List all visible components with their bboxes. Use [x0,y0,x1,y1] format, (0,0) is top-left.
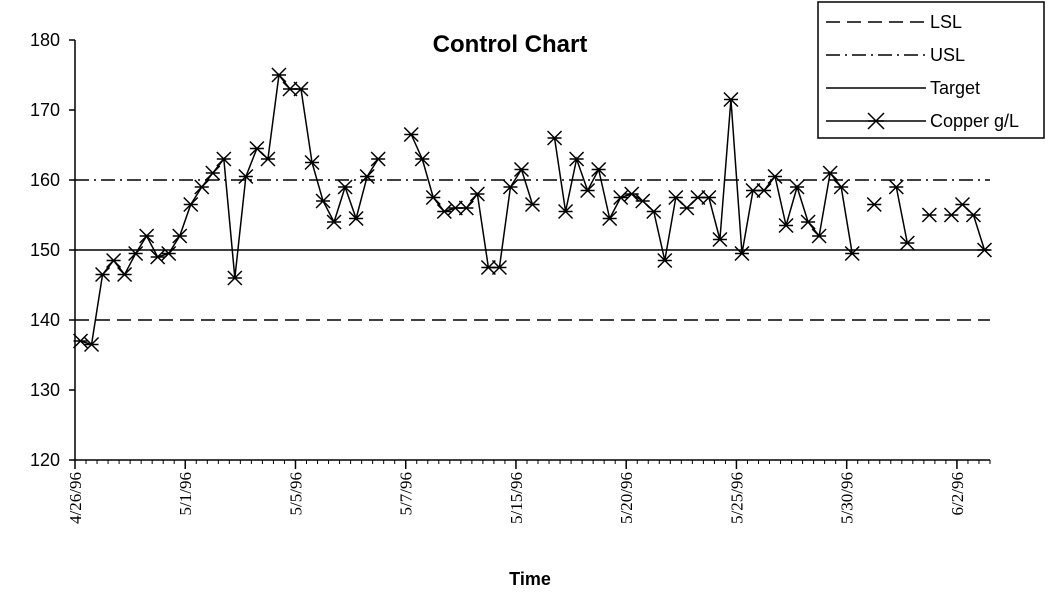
y-tick-label: 150 [30,240,60,260]
x-tick-label: 4/26/96 [66,472,85,524]
plot-area [72,67,993,353]
y-tick-label: 170 [30,100,60,120]
data-point [436,203,452,220]
data-point [161,245,177,262]
data-point [84,336,100,353]
y-tick-label: 140 [30,310,60,330]
data-point [425,189,441,206]
data-point [899,235,915,251]
data-point [183,196,199,213]
x-tick-label: 5/25/96 [727,472,746,524]
axes [69,39,991,469]
data-point [866,196,882,213]
data-point [458,200,474,216]
data-point [370,151,386,167]
data-point [513,161,530,178]
data-point [844,245,860,262]
y-tick-label: 130 [30,380,60,400]
legend-lsl-label: LSL [930,12,962,32]
data-point [348,210,364,227]
data-point [778,217,794,234]
data-point [359,168,375,185]
data-point [602,210,618,227]
x-tick-label: 5/30/96 [838,472,857,524]
data-point [965,207,981,223]
legend-copper-marker [867,112,885,130]
x-tick-label: 5/20/96 [617,472,636,524]
legend-usl-label: USL [930,45,965,65]
x-tick-label: 5/15/96 [507,472,526,524]
x-tick-label: 5/1/96 [176,472,195,515]
x-tick-label: 5/5/96 [286,472,305,515]
data-point [491,259,507,276]
data-point [822,165,838,181]
data-point [502,179,518,195]
legend-marker-icon [867,112,885,130]
y-tick-label: 160 [30,170,60,190]
data-point [227,270,243,286]
data-point [723,91,739,108]
data-point [315,193,331,209]
data-point [712,231,728,248]
data-point [216,151,232,167]
data-point [172,228,188,244]
data-point [72,333,89,349]
data-point [194,179,210,195]
data-point [304,154,320,171]
data-point [106,252,122,269]
data-point [139,228,155,244]
data-point [646,203,662,220]
data-point [205,165,221,181]
data-point [469,186,485,202]
data-point [569,151,585,167]
legend: LSL USL Target Copper g/L [817,1,1045,139]
data-point [547,130,563,146]
x-tick-label: 6/2/96 [948,472,967,515]
data-point [811,228,827,244]
x-tick-label: 5/7/96 [397,472,416,515]
legend-target-label: Target [930,78,980,98]
x-axis-title: Time [509,569,551,589]
data-point [701,189,717,206]
data-point [150,249,166,265]
data-point [128,245,144,262]
data-point [524,196,541,213]
y-tick-label: 120 [30,450,60,470]
x-tick-labels: 4/26/96 5/1/96 5/5/96 5/7/96 5/15/96 5/20/96 5… [66,472,967,524]
data-point [767,168,783,185]
legend-copper-label: Copper g/L [930,111,1019,131]
data-point [657,252,673,269]
data-point [117,266,133,283]
data-point [921,207,937,223]
data-point [734,245,750,262]
data-point [800,214,816,230]
data-point [976,242,993,258]
data-point [833,179,849,195]
data-point [337,179,353,195]
data-point [271,67,287,83]
data-point [580,182,596,199]
data-point [260,151,276,167]
data-point [326,214,342,230]
legend-box [817,1,1045,139]
data-point [613,189,629,206]
data-point [95,266,111,283]
data-point [414,151,430,167]
data-point [756,182,772,199]
data-point [558,203,574,220]
data-point [238,168,254,185]
chart-title: Control Chart [433,31,588,58]
data-point [888,179,904,195]
data-point [403,126,419,143]
data-point [789,179,805,195]
y-tick-label: 180 [30,30,60,50]
data-point [293,81,309,97]
data-point [591,161,607,178]
y-tick-labels: 120 130 140 150 160 170 180 [30,30,60,470]
